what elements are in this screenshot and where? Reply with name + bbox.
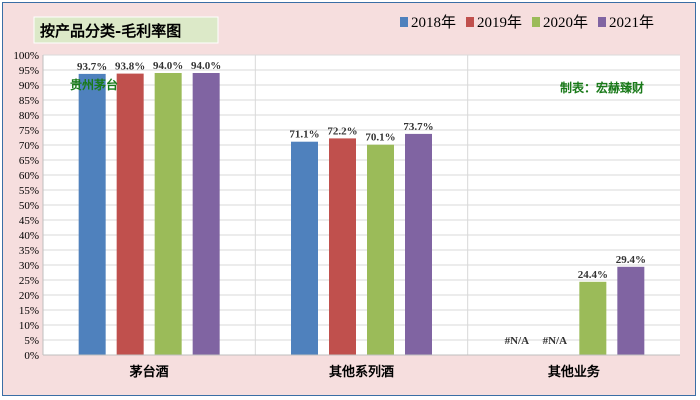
x-tick-label: 茅台酒 bbox=[130, 364, 169, 380]
data-label: 94.0% bbox=[153, 60, 183, 72]
data-label: 94.0% bbox=[191, 60, 221, 72]
bar bbox=[579, 281, 607, 355]
bar bbox=[78, 73, 106, 356]
legend-swatch bbox=[598, 17, 606, 27]
legend: 2018年 2019年 2020年 2021年 bbox=[400, 14, 654, 31]
bar bbox=[291, 141, 318, 355]
y-axis: 0% 5% 10% 15% 20% 25% 30% 35% 40% 45% 50% 55% 60% 65%… bbox=[13, 50, 44, 362]
annotation-source: 制表：宏赫臻财 bbox=[560, 80, 644, 95]
y-tick-label: 40% bbox=[19, 230, 39, 242]
legend-label: 2020年 bbox=[543, 14, 588, 31]
y-tick-label: 35% bbox=[19, 245, 39, 257]
y-tick-label: 5% bbox=[24, 335, 39, 347]
chart-title: 按产品分类-毛利率图 bbox=[40, 22, 181, 40]
y-tick-label: 90% bbox=[19, 80, 39, 92]
legend-swatch bbox=[400, 17, 408, 27]
legend-swatch bbox=[532, 17, 540, 27]
data-label: 93.7% bbox=[77, 61, 107, 73]
y-tick-label: 20% bbox=[19, 290, 39, 302]
bar bbox=[154, 73, 182, 355]
data-label: 29.4% bbox=[616, 254, 646, 266]
y-tick-label: 100% bbox=[13, 50, 39, 62]
data-label: 70.1% bbox=[365, 132, 395, 144]
annotation-company: 贵州茅台 bbox=[70, 77, 118, 92]
legend-label: 2018年 bbox=[411, 14, 456, 31]
data-labels: 93.7% 71.1% #N/A 93.8% 72.2% #N/A 94.0% 70.1% 24… bbox=[77, 60, 646, 347]
y-tick-label: 55% bbox=[19, 185, 39, 197]
bar bbox=[617, 266, 645, 355]
data-label: #N/A bbox=[543, 335, 568, 347]
y-tick-label: 50% bbox=[19, 200, 39, 212]
bar bbox=[405, 133, 432, 355]
bar bbox=[116, 73, 144, 355]
data-label: 72.2% bbox=[327, 125, 357, 137]
legend-swatch bbox=[466, 17, 474, 27]
data-label: 93.8% bbox=[115, 61, 145, 73]
y-tick-label: 70% bbox=[19, 140, 39, 152]
y-tick-label: 10% bbox=[19, 320, 39, 332]
legend-label: 2021年 bbox=[609, 14, 654, 31]
y-tick-label: 85% bbox=[19, 95, 39, 107]
x-tick-label: 其他系列酒 bbox=[329, 364, 394, 380]
y-tick-label: 95% bbox=[19, 65, 39, 77]
y-tick-label: 15% bbox=[19, 305, 39, 317]
y-tick-label: 80% bbox=[19, 110, 39, 122]
data-label: #N/A bbox=[505, 335, 530, 347]
y-tick-label: 0% bbox=[24, 350, 39, 362]
bar bbox=[192, 73, 220, 355]
bar bbox=[367, 144, 394, 355]
y-tick-label: 60% bbox=[19, 170, 39, 182]
y-tick-label: 45% bbox=[19, 215, 39, 227]
bars bbox=[78, 73, 645, 356]
data-label: 24.4% bbox=[578, 269, 608, 281]
y-tick-label: 75% bbox=[19, 125, 39, 137]
y-tick-label: 65% bbox=[19, 155, 39, 167]
x-tick-label: 其他业务 bbox=[548, 364, 601, 380]
data-label: 73.7% bbox=[403, 121, 433, 133]
y-tick-label: 30% bbox=[19, 260, 39, 272]
title-box bbox=[33, 16, 219, 44]
legend-label: 2019年 bbox=[477, 14, 522, 31]
data-label: 71.1% bbox=[289, 129, 319, 141]
bar bbox=[329, 138, 356, 355]
x-axis: 茅台酒 其他系列酒 其他业务 bbox=[43, 354, 680, 380]
y-tick-label: 25% bbox=[19, 275, 39, 287]
